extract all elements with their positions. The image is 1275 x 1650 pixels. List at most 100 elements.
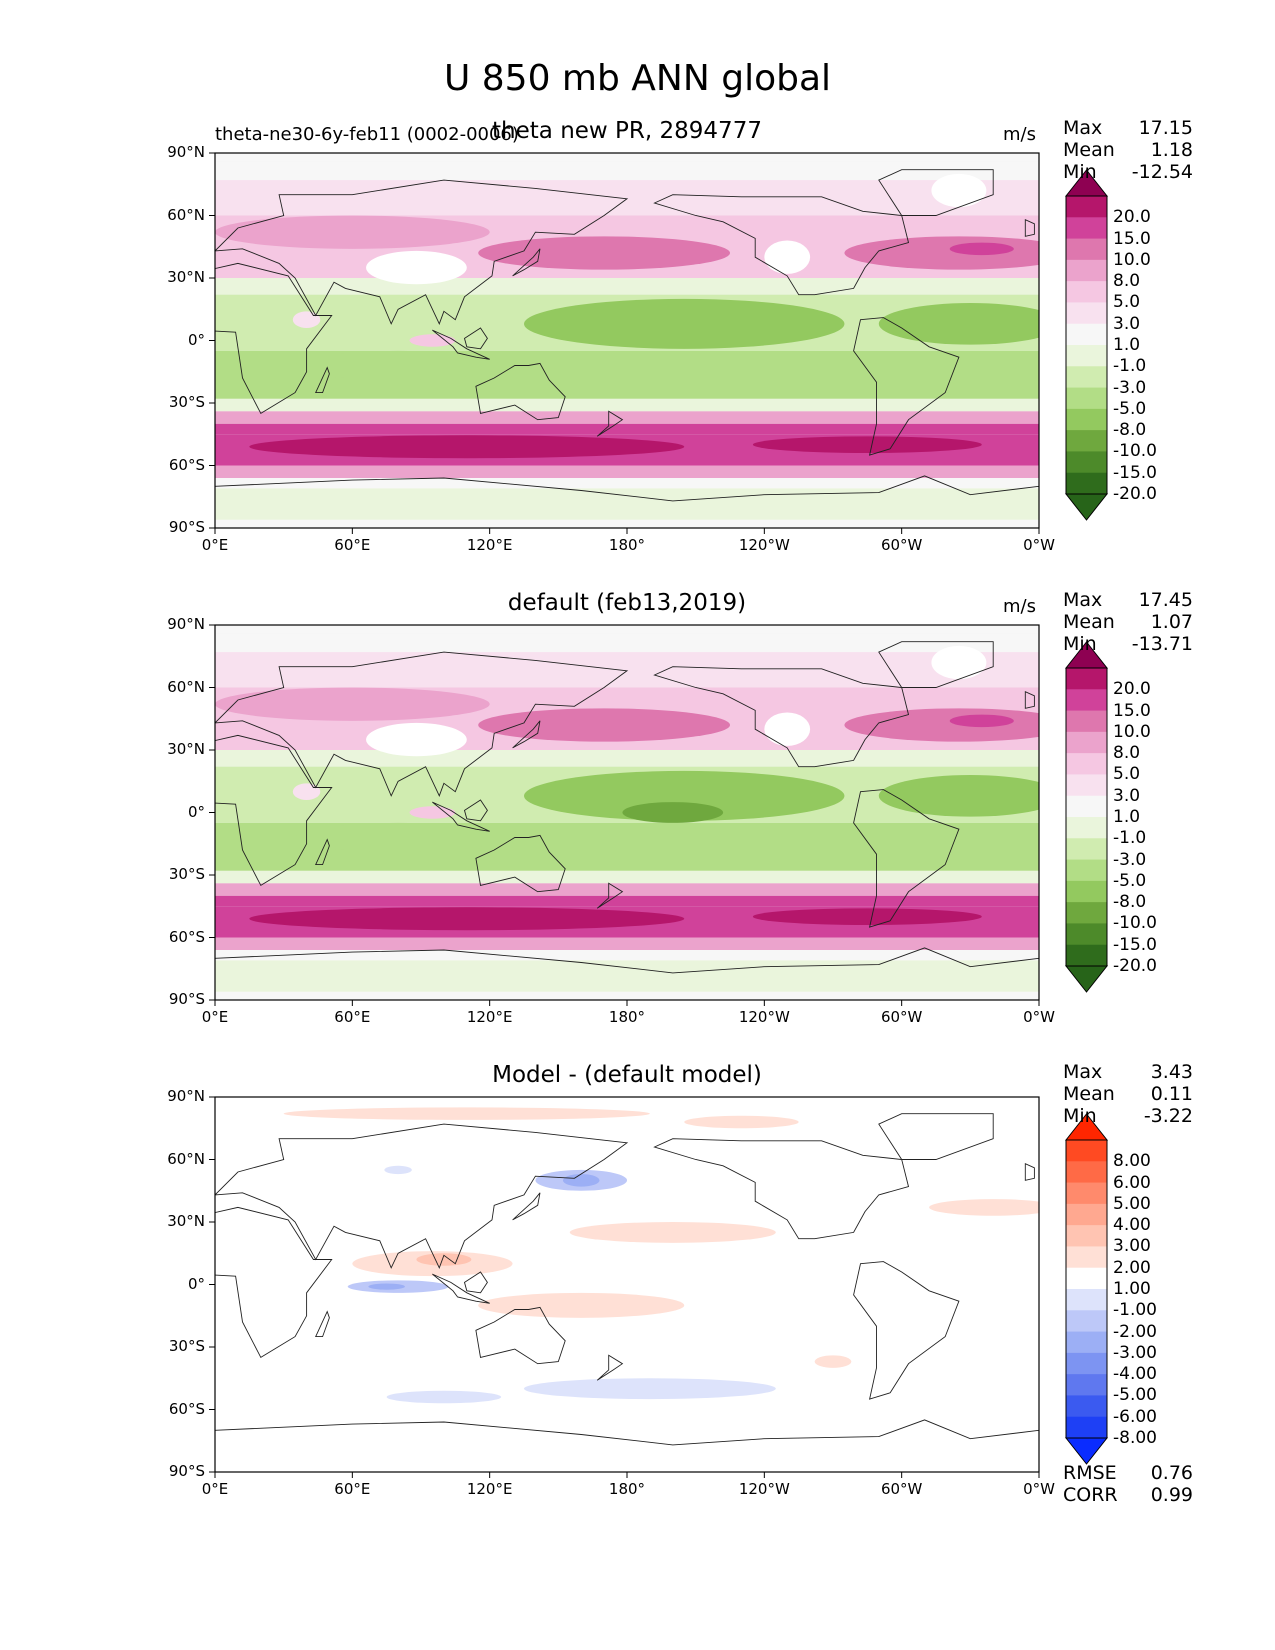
colorbar-extend-bottom <box>1064 965 1109 993</box>
coastline-segment <box>432 1273 490 1304</box>
colorbar-level-label: 8.0 <box>1113 271 1141 292</box>
stat-min: Min -13.71 <box>1063 633 1193 655</box>
colorbar-level-label: -8.00 <box>1113 1428 1157 1448</box>
colorbar-level-label: 8.0 <box>1113 743 1141 764</box>
diff-spac-pos <box>478 1292 685 1318</box>
coastline-segment <box>512 720 541 749</box>
stat-label: Max <box>1063 1061 1103 1083</box>
colorbar-level-label: -1.00 <box>1113 1300 1157 1321</box>
x-tick-label: 60°W <box>880 536 923 554</box>
stat-max: Max 3.43 <box>1063 1061 1193 1083</box>
colorbar-segment <box>1066 345 1107 367</box>
diff-npac-neg-core <box>562 1174 600 1187</box>
colorbar-segment <box>1066 1374 1107 1396</box>
stat-label: CORR <box>1063 1484 1118 1506</box>
storm-track-atlantic-core <box>949 242 1014 256</box>
x-tick-label: 180° <box>608 1480 646 1498</box>
coastline-segment <box>853 317 960 456</box>
coastline-segment <box>215 947 1039 974</box>
colorbar-frame <box>1065 1139 1108 1439</box>
coastline-segment <box>314 366 330 394</box>
stat-label: Max <box>1063 117 1103 139</box>
colorbar-segment <box>1066 774 1107 797</box>
diff-arctic-pos-2 <box>684 1115 799 1129</box>
colorbar-level-label: 1.0 <box>1113 335 1141 355</box>
band-antarctic-edge <box>215 478 1039 489</box>
stat-value: 0.99 <box>1150 1484 1193 1506</box>
colorbar-segment <box>1066 408 1107 431</box>
colorbar-segment <box>1066 838 1107 861</box>
colorbar-frame <box>1065 667 1108 967</box>
colorbar-level-label: -5.0 <box>1113 870 1147 891</box>
band-polar-n <box>215 161 1039 181</box>
colorbar-level-label: -6.00 <box>1113 1406 1157 1427</box>
y-tick-label: 30°N <box>167 1212 205 1230</box>
colorbar-segment <box>1066 323 1107 346</box>
coastline-segment <box>463 327 488 350</box>
y-tick-label: 0° <box>187 1274 205 1293</box>
colorbar-segment <box>1066 880 1107 903</box>
coastline-segment <box>215 734 333 887</box>
coastline-segment <box>596 1354 624 1381</box>
colorbar-segment <box>1066 689 1107 712</box>
colorbar-level-label: -3.0 <box>1113 849 1147 870</box>
y-tick-label: 90°S <box>168 990 205 1008</box>
map-panel-1: 0°E 60°E 120°E 180° 120°W 60°W 0°W 90°N 60°N 30°N… <box>0 110 1275 580</box>
stat-min: Min -12.54 <box>1063 161 1193 183</box>
stat-value: -3.22 <box>1143 1105 1193 1127</box>
colorbar-segment <box>1066 281 1107 303</box>
coastline-segment <box>215 475 1039 502</box>
diff-so-neg <box>524 1378 776 1400</box>
x-tick-label: 0°W <box>1023 536 1055 554</box>
stat-value: -12.54 <box>1131 161 1193 183</box>
y-tick-label: 60°N <box>167 205 205 224</box>
coastline-segment <box>653 194 910 296</box>
greenland-white <box>931 645 987 680</box>
colorbar-segment <box>1066 731 1107 754</box>
stat-label: Mean <box>1063 611 1115 633</box>
colorbar-level-label: 1.0 <box>1113 807 1141 827</box>
coastline-segment <box>1024 691 1035 709</box>
colorbar-level-label: -1.0 <box>1113 356 1147 377</box>
jet-core-s-2 <box>752 436 982 453</box>
x-tick-label: 120°E <box>466 536 513 554</box>
panel-title: default (feb13,2019) <box>507 590 747 616</box>
y-tick-label: 30°S <box>168 1337 205 1355</box>
band-subtrop-s <box>215 870 1039 884</box>
stat-value: 1.18 <box>1150 139 1193 161</box>
coastline-segment <box>878 169 994 216</box>
stat-value: 0.11 <box>1150 1083 1193 1105</box>
tibet-white <box>366 250 467 285</box>
stat-value: 17.45 <box>1138 589 1193 611</box>
colorbar-level-label: 15.0 <box>1113 228 1151 249</box>
storm-track-pacific <box>478 708 730 742</box>
indian-easterly <box>295 350 502 381</box>
colorbar-level-label: 10.0 <box>1113 721 1151 742</box>
x-tick-label: 60°E <box>334 536 371 554</box>
band-antarctica <box>215 960 1039 992</box>
coastline-segment <box>215 1123 629 1269</box>
colorbar-extend-bottom <box>1064 493 1109 521</box>
x-tick-label: 0°W <box>1023 1008 1055 1026</box>
colorbar-level-label: -15.0 <box>1113 934 1157 955</box>
coastline-segment <box>653 1138 910 1240</box>
colorbar-level-label: -20.0 <box>1113 484 1157 504</box>
x-tick-label: 60°W <box>880 1008 923 1026</box>
colorbar-segment <box>1066 451 1107 474</box>
colorbar-segment <box>1066 923 1107 946</box>
coastline-segment <box>215 1206 333 1359</box>
stat-label: Mean <box>1063 1083 1115 1105</box>
diff-so-neg-2 <box>386 1390 502 1404</box>
band-polar-n <box>215 633 1039 653</box>
colorbar-level-label: 4.00 <box>1113 1215 1151 1236</box>
diff-arctic-pos <box>283 1107 650 1120</box>
band-jet-edge-s1 <box>215 883 1039 896</box>
colorbar-level-label: 2.00 <box>1113 1257 1151 1278</box>
rockies-white <box>764 712 811 746</box>
coastline-segment <box>215 262 333 415</box>
stat-value: -13.71 <box>1131 633 1193 655</box>
colorbar-segment <box>1066 1310 1107 1333</box>
colorbar-segment <box>1066 1416 1107 1439</box>
atlantic-easterly <box>878 775 1039 817</box>
coastline-segment <box>463 799 488 822</box>
